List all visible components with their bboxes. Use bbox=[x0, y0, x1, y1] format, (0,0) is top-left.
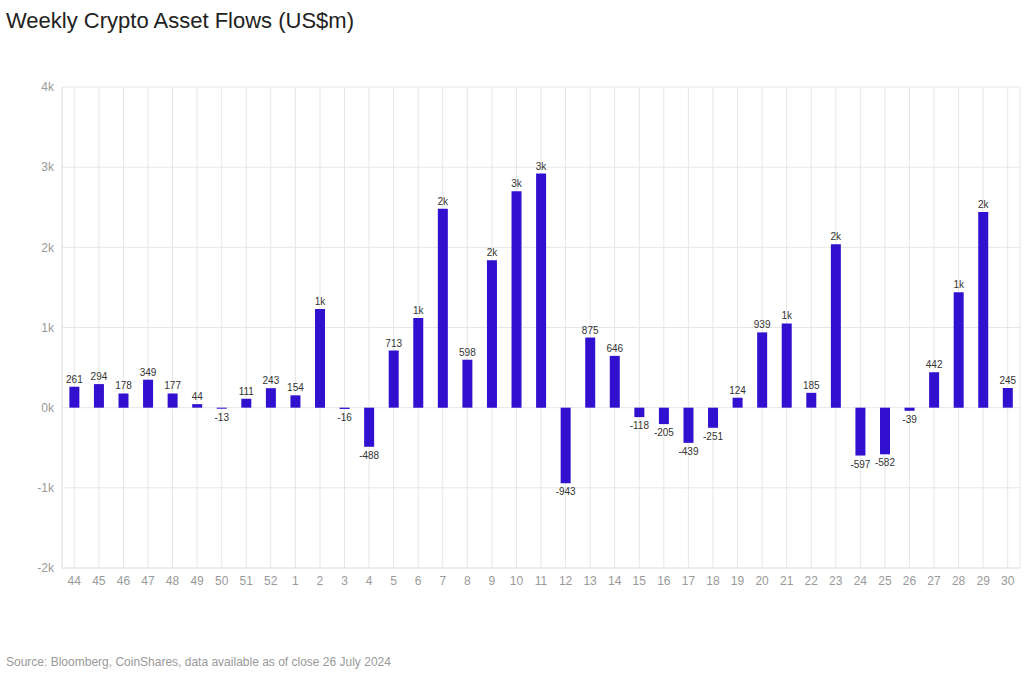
svg-text:713: 713 bbox=[385, 338, 402, 349]
svg-text:12: 12 bbox=[559, 574, 573, 588]
svg-text:2k: 2k bbox=[487, 247, 499, 258]
svg-text:11: 11 bbox=[535, 574, 548, 588]
svg-text:2k: 2k bbox=[978, 199, 990, 210]
svg-text:-582: -582 bbox=[875, 457, 895, 468]
svg-text:1: 1 bbox=[292, 574, 299, 588]
svg-text:178: 178 bbox=[115, 380, 132, 391]
svg-text:243: 243 bbox=[263, 375, 280, 386]
svg-text:16: 16 bbox=[657, 574, 671, 588]
svg-text:21: 21 bbox=[780, 574, 794, 588]
svg-text:5: 5 bbox=[390, 574, 397, 588]
svg-text:2k: 2k bbox=[831, 231, 843, 242]
svg-text:154: 154 bbox=[287, 382, 304, 393]
svg-text:44: 44 bbox=[68, 574, 82, 588]
svg-text:-118: -118 bbox=[630, 420, 650, 431]
svg-text:-488: -488 bbox=[359, 450, 379, 461]
svg-text:-251: -251 bbox=[703, 431, 723, 442]
svg-text:27: 27 bbox=[927, 574, 941, 588]
svg-text:-597: -597 bbox=[850, 459, 870, 470]
svg-text:13: 13 bbox=[583, 574, 597, 588]
svg-text:25: 25 bbox=[878, 574, 892, 588]
svg-text:8: 8 bbox=[464, 574, 471, 588]
svg-text:2k: 2k bbox=[438, 196, 450, 207]
html-text:Weekly Crypto Asset Flows (US$: Weekly Crypto Asset Flows (US$m) bbox=[6, 8, 354, 33]
svg-text:3k: 3k bbox=[536, 161, 548, 172]
svg-text:28: 28 bbox=[952, 574, 966, 588]
svg-text:646: 646 bbox=[606, 343, 623, 354]
svg-text:47: 47 bbox=[141, 574, 155, 588]
svg-text:3k: 3k bbox=[511, 178, 523, 189]
svg-text:-205: -205 bbox=[654, 427, 674, 438]
svg-text:1k: 1k bbox=[781, 310, 793, 321]
svg-text:-16: -16 bbox=[337, 412, 352, 423]
svg-text:3k: 3k bbox=[41, 160, 55, 174]
svg-text:939: 939 bbox=[754, 319, 771, 330]
svg-text:349: 349 bbox=[140, 367, 157, 378]
svg-text:3: 3 bbox=[341, 574, 348, 588]
svg-text:1k: 1k bbox=[953, 279, 965, 290]
svg-text:442: 442 bbox=[926, 359, 943, 370]
svg-text:598: 598 bbox=[459, 347, 476, 358]
svg-text:6: 6 bbox=[415, 574, 422, 588]
svg-text:4k: 4k bbox=[41, 80, 55, 94]
svg-text:7: 7 bbox=[439, 574, 446, 588]
svg-text:30: 30 bbox=[1001, 574, 1015, 588]
svg-text:0k: 0k bbox=[41, 401, 55, 415]
svg-text:-2k: -2k bbox=[37, 561, 55, 575]
svg-text:44: 44 bbox=[192, 391, 204, 402]
svg-text:1k: 1k bbox=[413, 305, 425, 316]
svg-text:-13: -13 bbox=[215, 412, 230, 423]
svg-text:46: 46 bbox=[117, 574, 131, 588]
svg-text:18: 18 bbox=[706, 574, 720, 588]
svg-text:2k: 2k bbox=[41, 241, 55, 255]
svg-text:185: 185 bbox=[803, 380, 820, 391]
html-text:Source: Bloomberg, CoinShares,: Source: Bloomberg, CoinShares, data avai… bbox=[6, 655, 391, 669]
svg-text:294: 294 bbox=[91, 371, 108, 382]
svg-text:10: 10 bbox=[510, 574, 524, 588]
svg-text:19: 19 bbox=[731, 574, 745, 588]
svg-text:29: 29 bbox=[976, 574, 990, 588]
svg-text:-39: -39 bbox=[902, 414, 917, 425]
svg-text:1k: 1k bbox=[315, 296, 327, 307]
svg-text:24: 24 bbox=[854, 574, 868, 588]
svg-text:177: 177 bbox=[164, 380, 181, 391]
svg-text:1k: 1k bbox=[41, 321, 55, 335]
svg-text:51: 51 bbox=[240, 574, 254, 588]
svg-text:45: 45 bbox=[92, 574, 106, 588]
svg-text:15: 15 bbox=[633, 574, 647, 588]
svg-text:20: 20 bbox=[755, 574, 769, 588]
svg-text:52: 52 bbox=[264, 574, 278, 588]
svg-text:111: 111 bbox=[239, 386, 255, 397]
svg-text:23: 23 bbox=[829, 574, 843, 588]
svg-text:-439: -439 bbox=[678, 446, 698, 457]
svg-text:14: 14 bbox=[608, 574, 622, 588]
svg-text:124: 124 bbox=[729, 385, 746, 396]
svg-text:-1k: -1k bbox=[37, 481, 55, 495]
svg-text:4: 4 bbox=[366, 574, 373, 588]
svg-text:-943: -943 bbox=[556, 486, 576, 497]
svg-text:9: 9 bbox=[489, 574, 496, 588]
svg-text:17: 17 bbox=[682, 574, 696, 588]
svg-text:50: 50 bbox=[215, 574, 229, 588]
svg-text:2: 2 bbox=[317, 574, 324, 588]
svg-text:875: 875 bbox=[582, 325, 599, 336]
svg-text:245: 245 bbox=[999, 375, 1016, 386]
svg-text:26: 26 bbox=[903, 574, 917, 588]
svg-text:261: 261 bbox=[66, 374, 83, 385]
svg-text:48: 48 bbox=[166, 574, 180, 588]
svg-text:49: 49 bbox=[190, 574, 204, 588]
svg-text:22: 22 bbox=[805, 574, 819, 588]
